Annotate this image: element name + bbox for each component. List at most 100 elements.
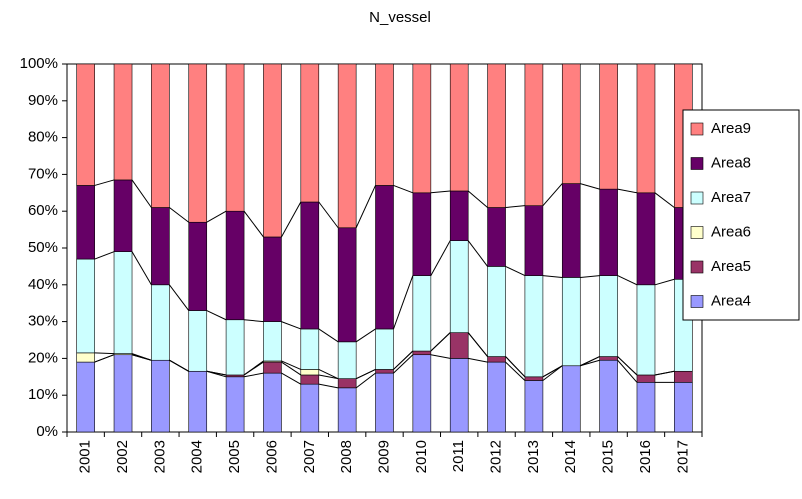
series-connector bbox=[393, 350, 414, 370]
series-connector bbox=[131, 251, 152, 286]
bar-segment bbox=[263, 236, 282, 322]
x-tick-label: 2003 bbox=[151, 440, 168, 473]
y-tick-label: 0% bbox=[36, 423, 58, 440]
bar-segment bbox=[337, 378, 357, 389]
series-connector bbox=[467, 240, 488, 267]
bar-segment bbox=[599, 356, 618, 361]
x-tick-label: 2009 bbox=[375, 440, 392, 473]
y-tick-label: 60% bbox=[28, 202, 58, 219]
bar-segment bbox=[300, 328, 320, 370]
bar-segment bbox=[561, 63, 581, 184]
series-connector bbox=[467, 332, 488, 357]
series-connector bbox=[243, 210, 264, 238]
bar-segment bbox=[412, 275, 432, 352]
legend-swatch bbox=[690, 191, 704, 205]
series-connector bbox=[580, 275, 600, 278]
bar-segment bbox=[561, 277, 581, 367]
y-tick-label: 10% bbox=[28, 386, 58, 403]
series-connector bbox=[505, 356, 526, 378]
bar-segment bbox=[337, 341, 357, 379]
bar-segment bbox=[449, 332, 469, 359]
x-tick-label: 2016 bbox=[637, 440, 654, 473]
bar-segment bbox=[487, 361, 506, 433]
bar-segment bbox=[449, 63, 469, 192]
legend-swatch bbox=[690, 226, 704, 239]
series-connector bbox=[244, 319, 264, 323]
series-connector bbox=[393, 184, 414, 194]
x-tick-label: 2011 bbox=[450, 440, 467, 472]
bar-segment bbox=[412, 354, 432, 433]
bar-segment bbox=[113, 63, 133, 181]
bar-segment bbox=[300, 369, 320, 376]
bar-segment bbox=[449, 358, 469, 433]
series-connector bbox=[355, 328, 376, 343]
bar-segment bbox=[188, 63, 208, 223]
y-tick-label: 20% bbox=[28, 349, 58, 366]
bar-segment bbox=[188, 370, 208, 433]
y-tick-label: 50% bbox=[28, 239, 58, 256]
bar-segment bbox=[225, 63, 245, 212]
y-tick-label: 80% bbox=[28, 129, 58, 146]
legend-label: Area7 bbox=[711, 189, 751, 206]
series-connector bbox=[206, 210, 227, 223]
series-connector bbox=[318, 383, 339, 389]
series-connector bbox=[243, 372, 264, 378]
bar-segment bbox=[113, 251, 133, 354]
y-tick-label: 70% bbox=[28, 165, 58, 182]
series-connector bbox=[281, 201, 302, 238]
bar-segment bbox=[263, 372, 282, 433]
bar-segment bbox=[76, 361, 95, 433]
series-connector bbox=[281, 372, 302, 385]
bar-segment bbox=[225, 319, 245, 376]
bar-segment bbox=[188, 310, 208, 372]
bar-segment bbox=[636, 284, 656, 376]
bar-segment bbox=[113, 354, 133, 433]
bar-segment bbox=[487, 63, 506, 208]
series-connector bbox=[430, 190, 451, 194]
series-connector bbox=[393, 275, 414, 330]
bar-segment bbox=[263, 361, 282, 374]
bar-segment bbox=[300, 374, 320, 385]
series-connector bbox=[169, 207, 190, 223]
bar-segment bbox=[375, 372, 394, 433]
series-connector bbox=[468, 357, 488, 363]
x-tick-label: 2008 bbox=[338, 440, 355, 473]
x-tick-label: 2015 bbox=[600, 440, 617, 473]
x-tick-label: 2001 bbox=[77, 440, 94, 473]
bar-segment bbox=[76, 258, 95, 354]
series-connector bbox=[131, 179, 152, 208]
bar-segment bbox=[151, 63, 170, 208]
bar-segment bbox=[76, 352, 95, 363]
x-tick-label: 2014 bbox=[562, 440, 579, 473]
bar-segment bbox=[412, 350, 432, 356]
chart-title: N_vessel bbox=[369, 9, 431, 26]
series-connector bbox=[243, 360, 264, 376]
bar-segment bbox=[561, 183, 581, 278]
bar-segment bbox=[151, 207, 170, 286]
series-connector bbox=[355, 368, 376, 380]
series-connector bbox=[654, 278, 675, 286]
series-connector bbox=[94, 251, 115, 260]
bar-segment bbox=[375, 63, 394, 186]
series-connector bbox=[281, 321, 301, 330]
series-connector bbox=[131, 353, 152, 361]
bar-segment bbox=[412, 192, 432, 276]
series-connector bbox=[355, 185, 376, 228]
series-connector bbox=[505, 205, 525, 209]
series-connector bbox=[542, 183, 563, 207]
series-connector bbox=[467, 190, 488, 208]
series-connector bbox=[94, 179, 115, 186]
series-connector bbox=[542, 365, 563, 378]
bar-segment bbox=[524, 205, 544, 276]
bar-segment bbox=[412, 63, 432, 194]
x-tick-label: 2017 bbox=[674, 440, 691, 473]
bar-segment bbox=[524, 376, 544, 381]
bar-segment bbox=[674, 370, 693, 383]
x-tick-label: 2007 bbox=[301, 440, 318, 473]
y-tick-label: 40% bbox=[28, 276, 58, 293]
bar-segment bbox=[337, 387, 357, 433]
series-connector bbox=[168, 284, 190, 311]
bar-segment bbox=[300, 63, 320, 203]
series-connector bbox=[430, 240, 451, 276]
